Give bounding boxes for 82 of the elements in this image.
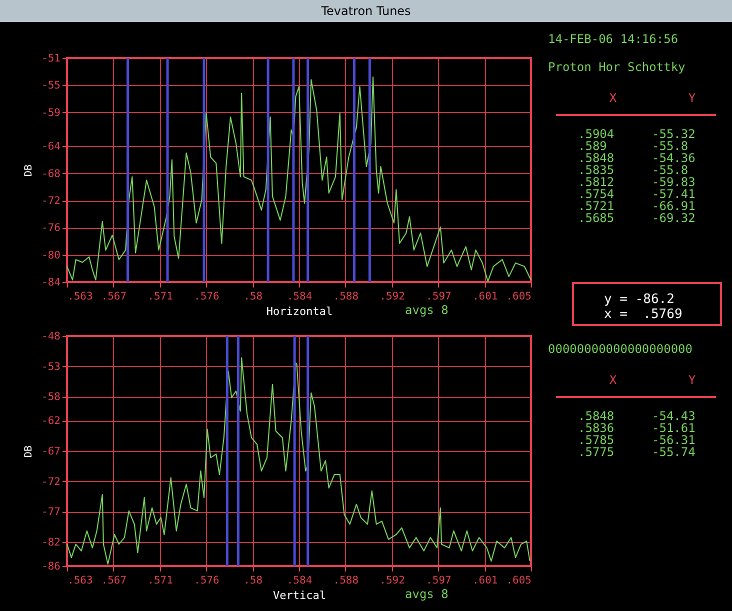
text: Proton Hor Schottky (548, 60, 686, 74)
line-series (66, 76, 532, 282)
text: .5835 (578, 163, 616, 177)
text: x = .5769 (604, 307, 682, 322)
text: .5721 (578, 199, 616, 213)
y-tick-label: -72 (42, 195, 60, 208)
text: 00000000000000000000 (548, 342, 694, 356)
x-tick-label: .605 (506, 574, 532, 586)
text: X (608, 372, 618, 389)
text: Y (687, 90, 697, 107)
y-tick-label: -80 (42, 249, 60, 262)
text: .5775 (578, 445, 616, 459)
x-tick-label: .588 (333, 290, 359, 302)
text: .5812 (578, 175, 616, 189)
y-tick-label: -76 (42, 222, 60, 234)
x-tick-label: .597 (426, 574, 452, 586)
y-tick-label: -82 (42, 536, 60, 548)
x-tick-label: .592 (380, 574, 405, 586)
text: avgs 8 (405, 303, 448, 317)
text: -69.32 (652, 211, 696, 225)
text: X (608, 90, 618, 107)
x-tick-label: .601 (472, 574, 498, 586)
x-tick-label: .584 (286, 574, 312, 586)
y-tick-label: -48 (42, 330, 60, 342)
y-tick-label: -72 (42, 476, 60, 488)
x-tick-label: .567 (101, 574, 127, 586)
x-tick-label: .576 (194, 290, 220, 302)
chart-title: Tevatron Tunes (0, 0, 732, 22)
x-tick-label: .571 (148, 574, 173, 586)
text: -57.41 (652, 187, 696, 201)
text: Y (687, 372, 697, 389)
x-tick-label: .571 (148, 290, 173, 302)
text: y = -86.2 (604, 292, 674, 307)
x-tick-label: .601 (472, 290, 498, 302)
y-axis-title: DB (24, 445, 35, 458)
y-tick-label: -58 (42, 391, 60, 404)
text: .5904 (578, 127, 616, 141)
text: .5836 (578, 421, 616, 435)
text: 14-FEB-06 14:16:56 (548, 32, 680, 46)
y-tick-label: -62 (42, 415, 60, 428)
y-tick-label: -55 (42, 80, 60, 92)
x-tick-label: .597 (426, 290, 452, 302)
text: .5754 (578, 187, 616, 201)
y-tick-label: -77 (42, 506, 60, 518)
text: .589 (578, 139, 608, 153)
y-axis-title: DB (24, 164, 35, 177)
text: -59.83 (652, 175, 696, 189)
text: -66.91 (652, 199, 696, 213)
x-axis-title: Vertical (273, 589, 326, 602)
x-tick-label: .576 (194, 574, 220, 586)
y-tick-label: -53 (42, 360, 60, 373)
x-axis-title: Horizontal (266, 305, 333, 318)
text: .5848 (578, 409, 616, 423)
x-tick-label: .584 (286, 290, 312, 302)
x-tick-label: .58 (244, 574, 263, 586)
text: avgs 8 (405, 587, 448, 601)
y-tick-label: -68 (42, 168, 60, 180)
x-tick-label: .58 (244, 290, 263, 302)
x-tick-label: .563 (68, 574, 93, 586)
x-tick-label: .592 (380, 290, 405, 302)
text: .5785 (578, 433, 616, 447)
line-series (66, 357, 530, 565)
x-tick-label: .605 (506, 290, 532, 302)
text: .5685 (578, 211, 616, 225)
text: -55.32 (652, 127, 696, 141)
text: -54.43 (652, 409, 696, 423)
text: .5848 (578, 151, 616, 165)
text: -55.8 (652, 163, 690, 177)
y-tick-label: -84 (42, 276, 60, 288)
y-tick-label: -59 (42, 106, 60, 119)
x-tick-label: .563 (68, 290, 93, 302)
text: -55.74 (652, 445, 696, 459)
text: -54.36 (652, 151, 696, 165)
y-tick-label: -51 (42, 52, 60, 64)
y-tick-label: -64 (42, 140, 60, 153)
text: -55.8 (652, 139, 690, 153)
y-tick-label: -67 (42, 446, 60, 458)
x-tick-label: .567 (101, 290, 127, 302)
x-tick-label: .588 (333, 574, 359, 586)
text: -51.61 (652, 421, 696, 435)
y-tick-label: -86 (42, 560, 60, 572)
text: -56.31 (652, 433, 696, 447)
